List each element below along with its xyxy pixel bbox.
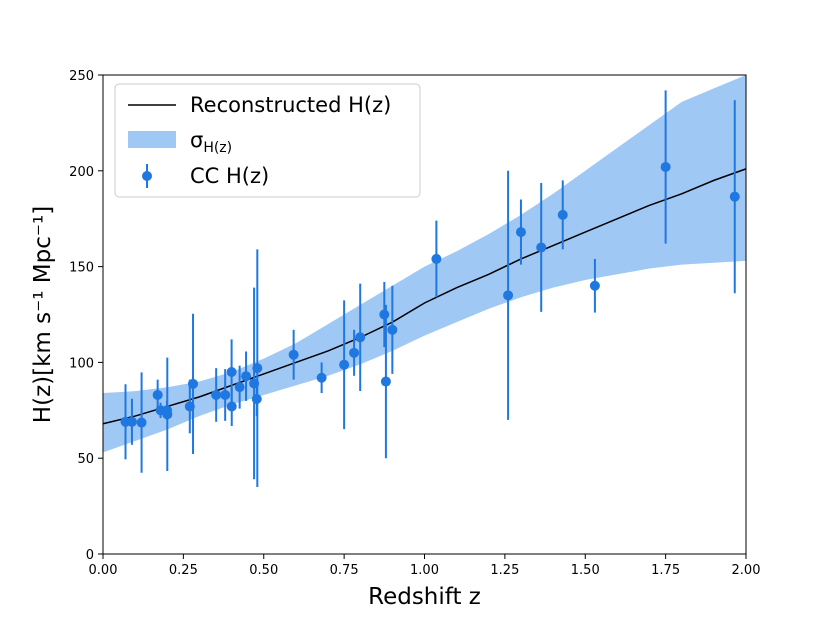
x-tick-label: 2.00	[732, 563, 761, 578]
data-point	[234, 382, 245, 393]
x-axis-ticks: 0.00 0.25 0.50 0.75 1.00 1.25 1.50 1.75 2.00	[89, 554, 761, 578]
x-tick-label: 1.75	[651, 563, 680, 578]
reconstructed-line	[102, 168, 747, 425]
data-point	[380, 376, 391, 387]
y-tick-label: 250	[69, 69, 94, 84]
data-point	[136, 417, 147, 428]
data-point	[379, 309, 390, 320]
x-tick-label: 1.25	[490, 563, 519, 578]
data-point	[515, 227, 526, 238]
legend-reconstructed-label: Reconstructed H(z)	[190, 93, 391, 117]
data-point	[241, 371, 252, 382]
data-point	[211, 389, 222, 400]
data-point	[589, 280, 600, 291]
x-tick-label: 0.50	[249, 563, 278, 578]
data-point	[349, 347, 360, 358]
data-point	[152, 389, 163, 400]
x-axis-label: Redshift z	[368, 584, 481, 610]
legend-sigma-sub: H(z)	[203, 140, 232, 156]
y-tick-label: 100	[69, 356, 94, 371]
data-point	[355, 332, 366, 343]
y-tick-label: 200	[69, 165, 94, 180]
reconstructed-line-layer	[102, 168, 747, 425]
legend-band-swatch	[128, 131, 176, 148]
y-axis-label: H(z)[km s⁻¹ Mpc⁻¹]	[30, 206, 56, 423]
y-tick-label: 0	[86, 548, 94, 563]
data-point	[226, 401, 237, 412]
x-tick-label: 1.00	[410, 563, 439, 578]
x-tick-label: 0.75	[330, 563, 359, 578]
data-point	[126, 416, 137, 427]
x-tick-label: 0.00	[89, 563, 118, 578]
data-point	[226, 366, 237, 377]
data-point	[536, 242, 547, 253]
legend: Reconstructed H(z) σH(z) CC H(z)	[114, 83, 421, 198]
legend-sigma-label: σH(z)	[190, 128, 232, 156]
data-point	[188, 378, 199, 389]
data-point	[431, 253, 442, 264]
data-point	[557, 209, 568, 220]
data-point	[729, 191, 740, 202]
legend-cc-label: CC H(z)	[190, 164, 269, 188]
y-axis-ticks: 0 50 100 150 200 250	[69, 69, 103, 563]
data-point	[288, 349, 299, 360]
data-point	[316, 372, 327, 383]
legend-sigma-main: σ	[190, 128, 203, 152]
x-tick-label: 1.50	[571, 563, 600, 578]
data-point	[339, 359, 350, 370]
data-point	[162, 409, 173, 420]
legend-box	[114, 83, 421, 198]
y-tick-label: 50	[77, 452, 94, 467]
legend-point-swatch	[142, 171, 152, 181]
y-tick-label: 150	[69, 261, 94, 276]
data-points-layer	[120, 90, 740, 487]
data-point	[220, 389, 231, 400]
x-tick-label: 0.25	[169, 563, 198, 578]
data-point	[387, 324, 398, 335]
data-point	[660, 161, 671, 172]
data-point	[503, 290, 514, 301]
data-point	[252, 363, 263, 374]
